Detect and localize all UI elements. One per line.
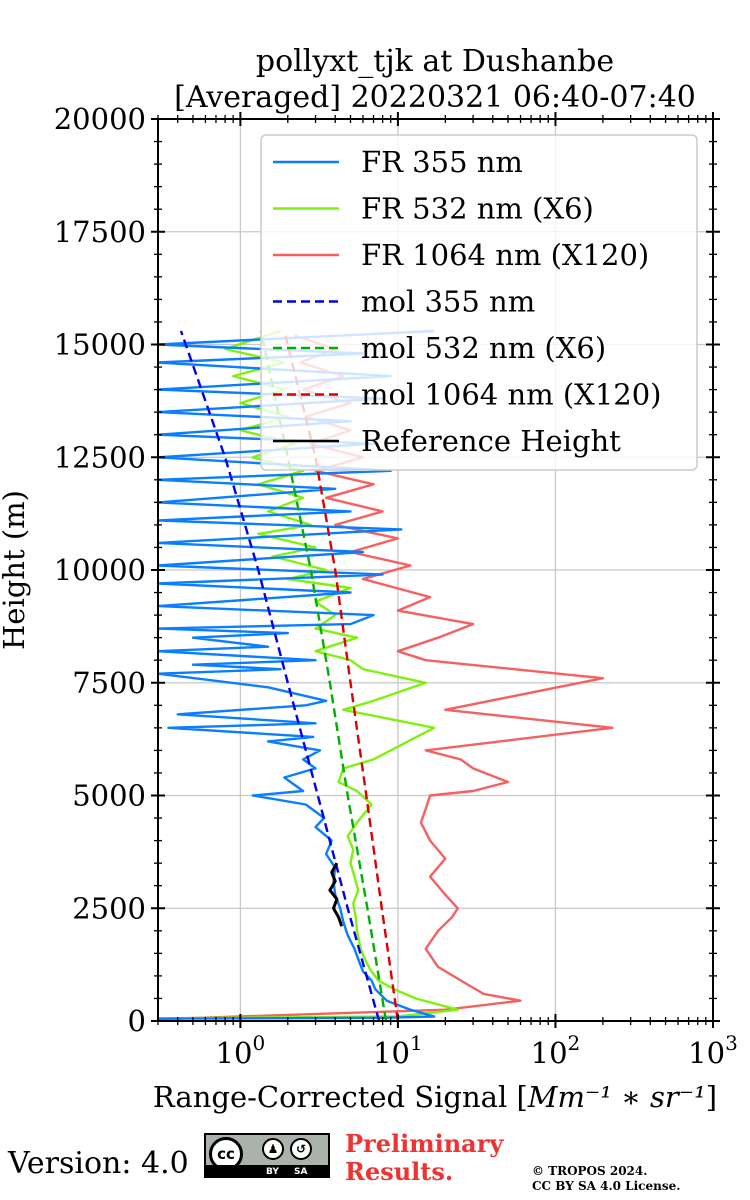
y-tick-label: 20000	[54, 102, 146, 136]
axis-ticks: 0 2500 5000 7500 10000 12500 15000 17500 20000 10…	[54, 102, 738, 1070]
legend-label: FR 355 nm	[361, 145, 523, 179]
version-label: Version: 4.0	[8, 1146, 189, 1181]
x-tick-label: 102	[531, 1031, 581, 1070]
preliminary-line2: Results.	[345, 1157, 454, 1186]
x-tick-label: 103	[688, 1031, 738, 1070]
y-tick-label: 15000	[54, 328, 146, 362]
by-person-icon: ♟	[262, 1138, 284, 1160]
y-tick-label: 0	[128, 1004, 146, 1038]
series-line-mol-355-nm	[179, 330, 381, 1021]
chart-title-line2: [Averaged] 20220321 06:40-07:40	[174, 80, 696, 115]
cc-by-label: BY	[266, 1167, 279, 1177]
sa-share-icon: ↺	[290, 1138, 312, 1160]
x-tick-label: 101	[373, 1031, 423, 1070]
cc-sa-label: SA	[294, 1167, 308, 1177]
chart-title-line1: pollyxt_tjk at Dushanbe	[256, 44, 614, 79]
series-line-reference-height	[328, 862, 344, 927]
legend-label: mol 355 nm	[361, 285, 535, 319]
legend-label: mol 1064 nm (X120)	[361, 378, 662, 412]
series-line-mol-1064-nm-x120	[283, 330, 400, 1021]
series-line-mol-532-nm-x6	[259, 330, 388, 1021]
series-line-fr-532-nm-x6	[158, 329, 459, 1020]
y-axis-label: Height (m)	[0, 490, 31, 650]
x-axis-label-units: Mm⁻¹ ∗ sr⁻¹	[527, 1080, 706, 1114]
x-tick-label: 100	[216, 1031, 266, 1070]
legend-box	[260, 134, 698, 471]
x-axis-label: Range-Corrected Signal [Mm⁻¹ ∗ sr⁻¹]	[153, 1080, 717, 1114]
y-tick-label: 7500	[72, 666, 146, 700]
y-tick-label: 10000	[54, 553, 146, 587]
x-axis-label-close: ]	[706, 1080, 717, 1114]
legend-label: mol 532 nm (X6)	[361, 331, 606, 365]
copyright-note: © TROPOS 2024. CC BY SA 4.0 License.	[532, 1164, 680, 1194]
y-tick-label: 12500	[54, 440, 146, 474]
cc-license-badge[interactable]: cc ♟ ↺ BY SA	[204, 1133, 330, 1178]
legend-label: FR 532 nm (X6)	[361, 192, 594, 226]
copyright-line1: © TROPOS 2024.	[532, 1164, 648, 1178]
y-tick-label: 5000	[72, 779, 146, 813]
legend-label: FR 1064 nm (X120)	[361, 238, 649, 272]
preliminary-results-note: Preliminary Results.	[345, 1130, 503, 1186]
legend: FR 355 nm FR 532 nm (X6) FR 1064 nm (X120)…	[260, 134, 698, 471]
preliminary-line1: Preliminary	[345, 1129, 504, 1158]
x-axis-label-text: Range-Corrected Signal [	[153, 1080, 528, 1114]
y-tick-label: 17500	[54, 215, 146, 249]
legend-label: Reference Height	[361, 424, 621, 458]
copyright-line2: CC BY SA 4.0 License.	[532, 1179, 681, 1193]
y-tick-label: 2500	[72, 891, 146, 925]
